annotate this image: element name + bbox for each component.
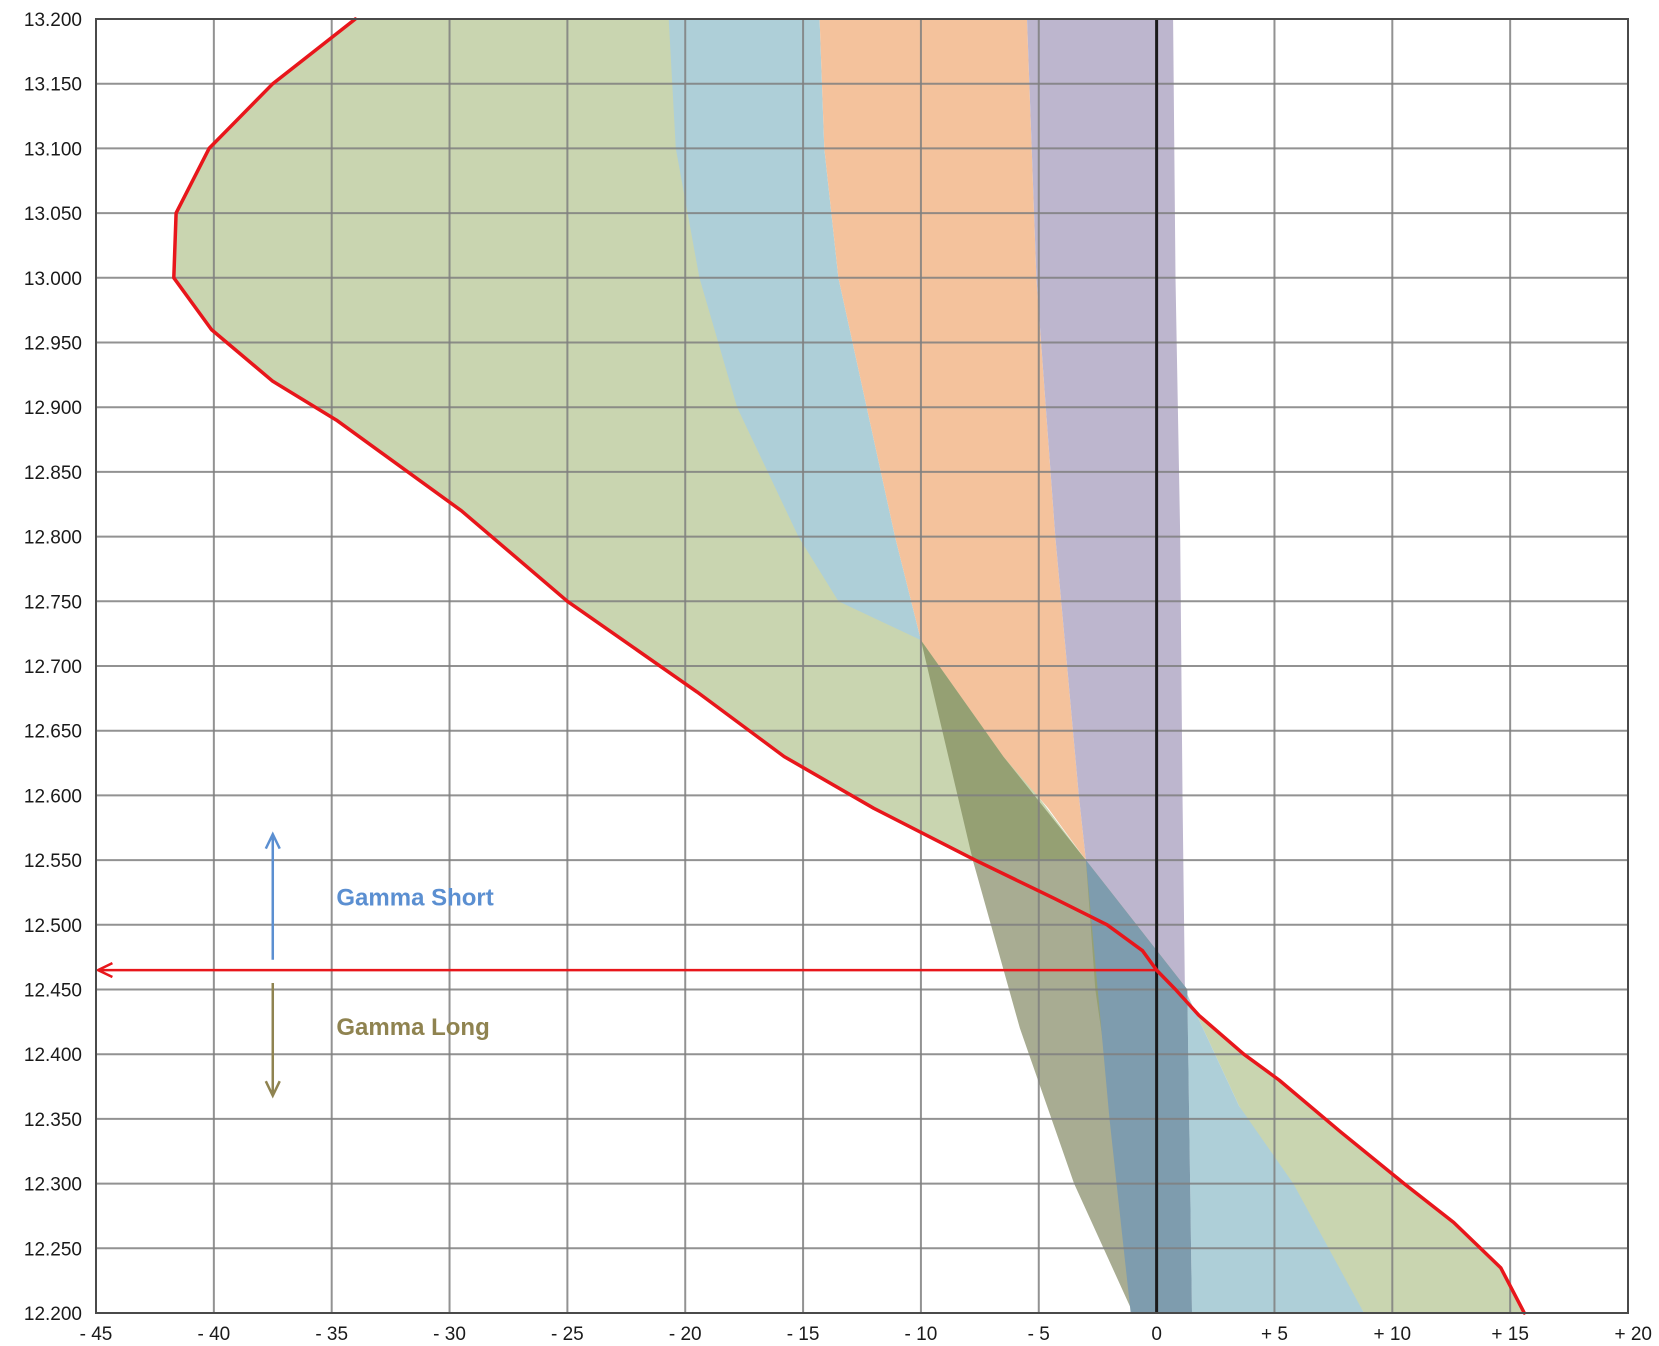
y-tick-label: 12.900 (24, 398, 82, 419)
x-tick-label: - 40 (197, 1324, 230, 1345)
y-tick-label: 12.750 (24, 592, 82, 613)
x-tick-label: - 15 (787, 1324, 820, 1345)
arrow-head-2 (95, 962, 113, 979)
y-tick-label: 12.550 (24, 851, 82, 872)
arrow-head-1 (264, 1080, 281, 1099)
x-tick-label: + 15 (1491, 1324, 1529, 1345)
x-tick-label: + 5 (1261, 1324, 1288, 1345)
x-tick-label: - 35 (315, 1324, 348, 1345)
y-tick-label: 12.450 (24, 981, 82, 1002)
y-tick-label: 13.200 (24, 10, 82, 31)
gamma-short-label: Gamma Short (336, 884, 493, 911)
y-tick-label: 12.400 (24, 1045, 82, 1066)
y-tick-label: 12.350 (24, 1110, 82, 1131)
x-tick-label: + 10 (1374, 1324, 1412, 1345)
grid-layer (95, 18, 1629, 1314)
area-band-5 (972, 860, 1133, 1313)
y-tick-label: 12.300 (24, 1175, 82, 1196)
area-band-3 (1027, 19, 1185, 990)
area-band-2 (819, 19, 1086, 861)
line-layer (172, 17, 1527, 1315)
y-tick-label: 12.650 (24, 722, 82, 743)
x-tick-label: - 25 (551, 1324, 584, 1345)
arrow-head-0 (264, 831, 281, 850)
y-tick-label: 12.500 (24, 916, 82, 937)
plot-frame (95, 18, 1629, 1314)
x-tick-label: - 10 (905, 1324, 938, 1345)
x-tick-label: + 20 (1614, 1324, 1652, 1345)
x-tick-label: - 30 (433, 1324, 466, 1345)
y-tick-label: 13.000 (24, 269, 82, 290)
arrow-layer (95, 831, 1157, 1099)
y-tick-labels: 13.200 13.150 13.100 13.050 13.000 12.950 12.9… (24, 10, 82, 1325)
plot-frame-layer (95, 18, 1629, 1314)
x-tick-label: - 45 (80, 1324, 113, 1345)
y-tick-label: 12.250 (24, 1239, 82, 1260)
y-tick-label: 12.850 (24, 463, 82, 484)
x-tick-label: - 5 (1028, 1324, 1050, 1345)
y-tick-label: 13.100 (24, 139, 82, 160)
y-tick-label: 12.600 (24, 786, 82, 807)
annotations: Gamma Short Gamma Long (336, 884, 493, 1040)
y-tick-label: 12.950 (24, 334, 82, 355)
x-tick-label: - 20 (669, 1324, 702, 1345)
x-tick-label: 0 (1151, 1324, 1162, 1345)
y-tick-label: 13.150 (24, 75, 82, 96)
y-tick-label: 13.050 (24, 204, 82, 225)
gamma-curve-line-0 (172, 17, 1527, 1315)
x-tick-labels: - 45 - 40 - 35 - 30 - 25 - 20 - 15 - 10 - 5 0 + 5 +… (80, 1324, 1652, 1345)
gamma-long-label: Gamma Long (336, 1014, 489, 1041)
y-tick-label: 12.200 (24, 1304, 82, 1325)
y-tick-label: 12.700 (24, 657, 82, 678)
area-band-6 (1085, 860, 1192, 1313)
y-tick-label: 12.800 (24, 528, 82, 549)
